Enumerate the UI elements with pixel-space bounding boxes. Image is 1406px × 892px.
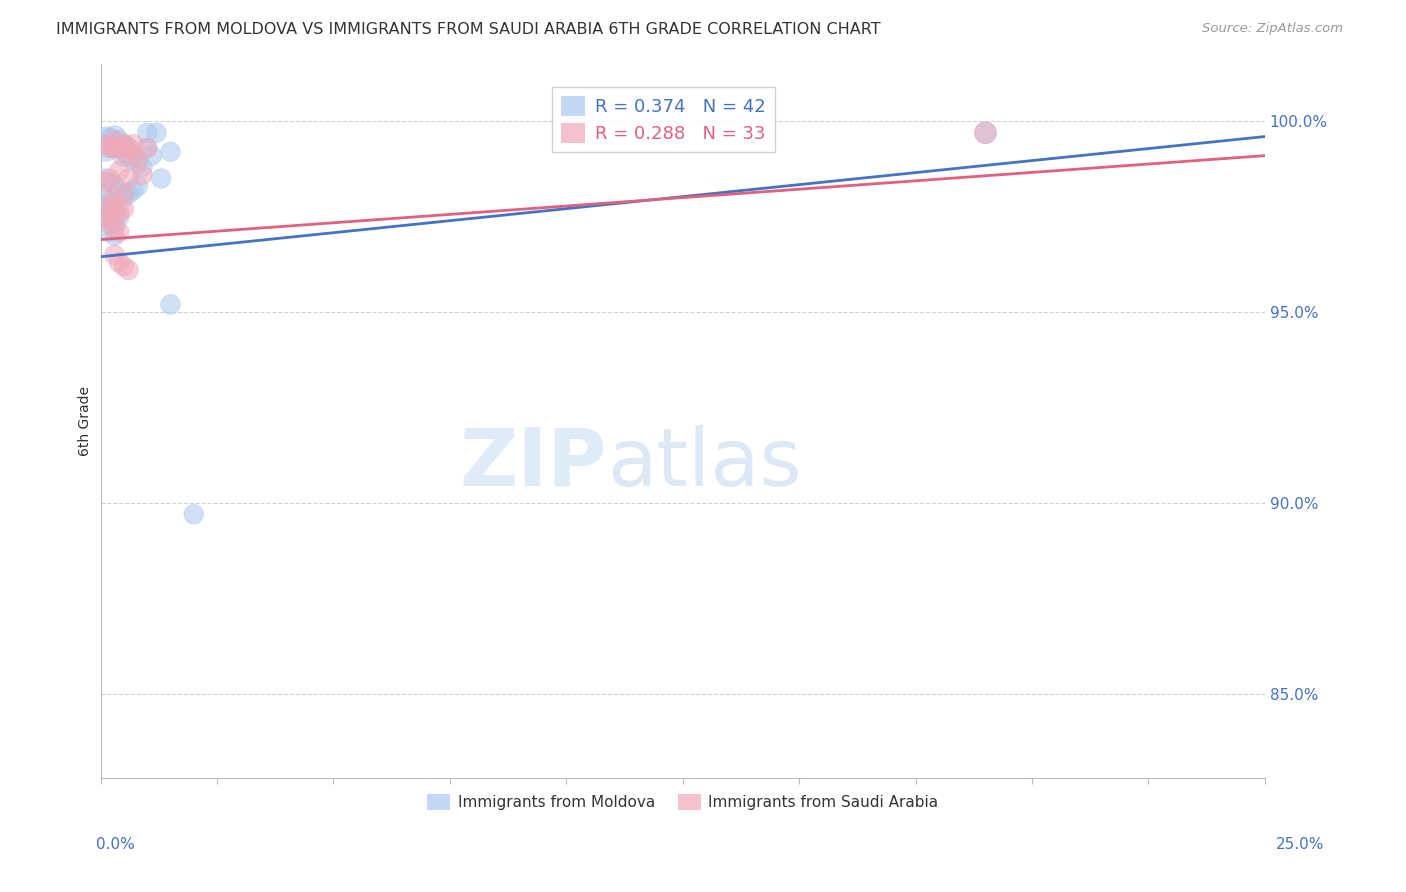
Point: [112, 137, 135, 152]
Point: [94, 198, 117, 212]
Text: IMMIGRANTS FROM MOLDOVA VS IMMIGRANTS FROM SAUDI ARABIA 6TH GRADE CORRELATION CH: IMMIGRANTS FROM MOLDOVA VS IMMIGRANTS FR…: [56, 22, 882, 37]
Point: [974, 126, 997, 140]
Point: [94, 137, 117, 152]
Point: [94, 210, 117, 224]
Text: atlas: atlas: [607, 425, 801, 502]
Point: [103, 206, 125, 220]
Point: [103, 248, 125, 262]
Point: [103, 141, 125, 155]
Point: [98, 217, 121, 231]
Point: [136, 126, 159, 140]
Point: [127, 156, 149, 170]
Point: [122, 183, 145, 197]
Point: [117, 171, 139, 186]
Point: [131, 168, 153, 182]
Point: [94, 210, 117, 224]
Point: [103, 129, 125, 144]
Point: [98, 175, 121, 189]
Point: [183, 508, 205, 522]
Point: [136, 141, 159, 155]
Point: [94, 171, 117, 186]
Point: [98, 206, 121, 220]
Point: [98, 194, 121, 209]
Point: [108, 225, 131, 239]
Point: [108, 183, 131, 197]
Point: [108, 133, 131, 147]
Legend: Immigrants from Moldova, Immigrants from Saudi Arabia: Immigrants from Moldova, Immigrants from…: [420, 789, 945, 816]
Point: [131, 160, 153, 174]
Point: [108, 210, 131, 224]
Point: [98, 141, 121, 155]
Point: [103, 228, 125, 243]
Point: [136, 141, 159, 155]
Point: [127, 179, 149, 194]
Point: [112, 148, 135, 162]
Point: [108, 141, 131, 155]
Point: [974, 126, 997, 140]
Point: [117, 263, 139, 277]
Point: [98, 202, 121, 216]
Point: [98, 198, 121, 212]
Point: [108, 255, 131, 269]
Point: [117, 141, 139, 155]
Point: [141, 148, 163, 162]
Point: [98, 141, 121, 155]
Point: [94, 137, 117, 152]
Point: [94, 191, 117, 205]
Point: [108, 141, 131, 155]
Point: [159, 145, 181, 159]
Point: [98, 225, 121, 239]
Point: [94, 175, 117, 189]
Text: 0.0%: 0.0%: [96, 838, 135, 852]
Point: [150, 171, 173, 186]
Text: Source: ZipAtlas.com: Source: ZipAtlas.com: [1202, 22, 1343, 36]
Point: [103, 137, 125, 152]
Point: [112, 191, 135, 205]
Point: [98, 133, 121, 147]
Point: [103, 133, 125, 147]
Text: 25.0%: 25.0%: [1277, 838, 1324, 852]
Point: [103, 191, 125, 205]
Point: [103, 179, 125, 194]
Point: [122, 153, 145, 167]
Point: [103, 202, 125, 216]
Text: ZIP: ZIP: [460, 425, 607, 502]
Point: [117, 141, 139, 155]
Point: [145, 126, 167, 140]
Point: [98, 213, 121, 227]
Point: [117, 148, 139, 162]
Point: [122, 148, 145, 162]
Point: [117, 186, 139, 201]
Point: [127, 153, 149, 167]
Point: [112, 186, 135, 201]
Point: [103, 217, 125, 231]
Y-axis label: 6th Grade: 6th Grade: [79, 386, 93, 456]
Point: [112, 137, 135, 152]
Point: [112, 202, 135, 216]
Point: [103, 221, 125, 235]
Point: [108, 164, 131, 178]
Point: [108, 206, 131, 220]
Point: [112, 145, 135, 159]
Point: [159, 297, 181, 311]
Point: [98, 171, 121, 186]
Point: [112, 260, 135, 274]
Point: [122, 137, 145, 152]
